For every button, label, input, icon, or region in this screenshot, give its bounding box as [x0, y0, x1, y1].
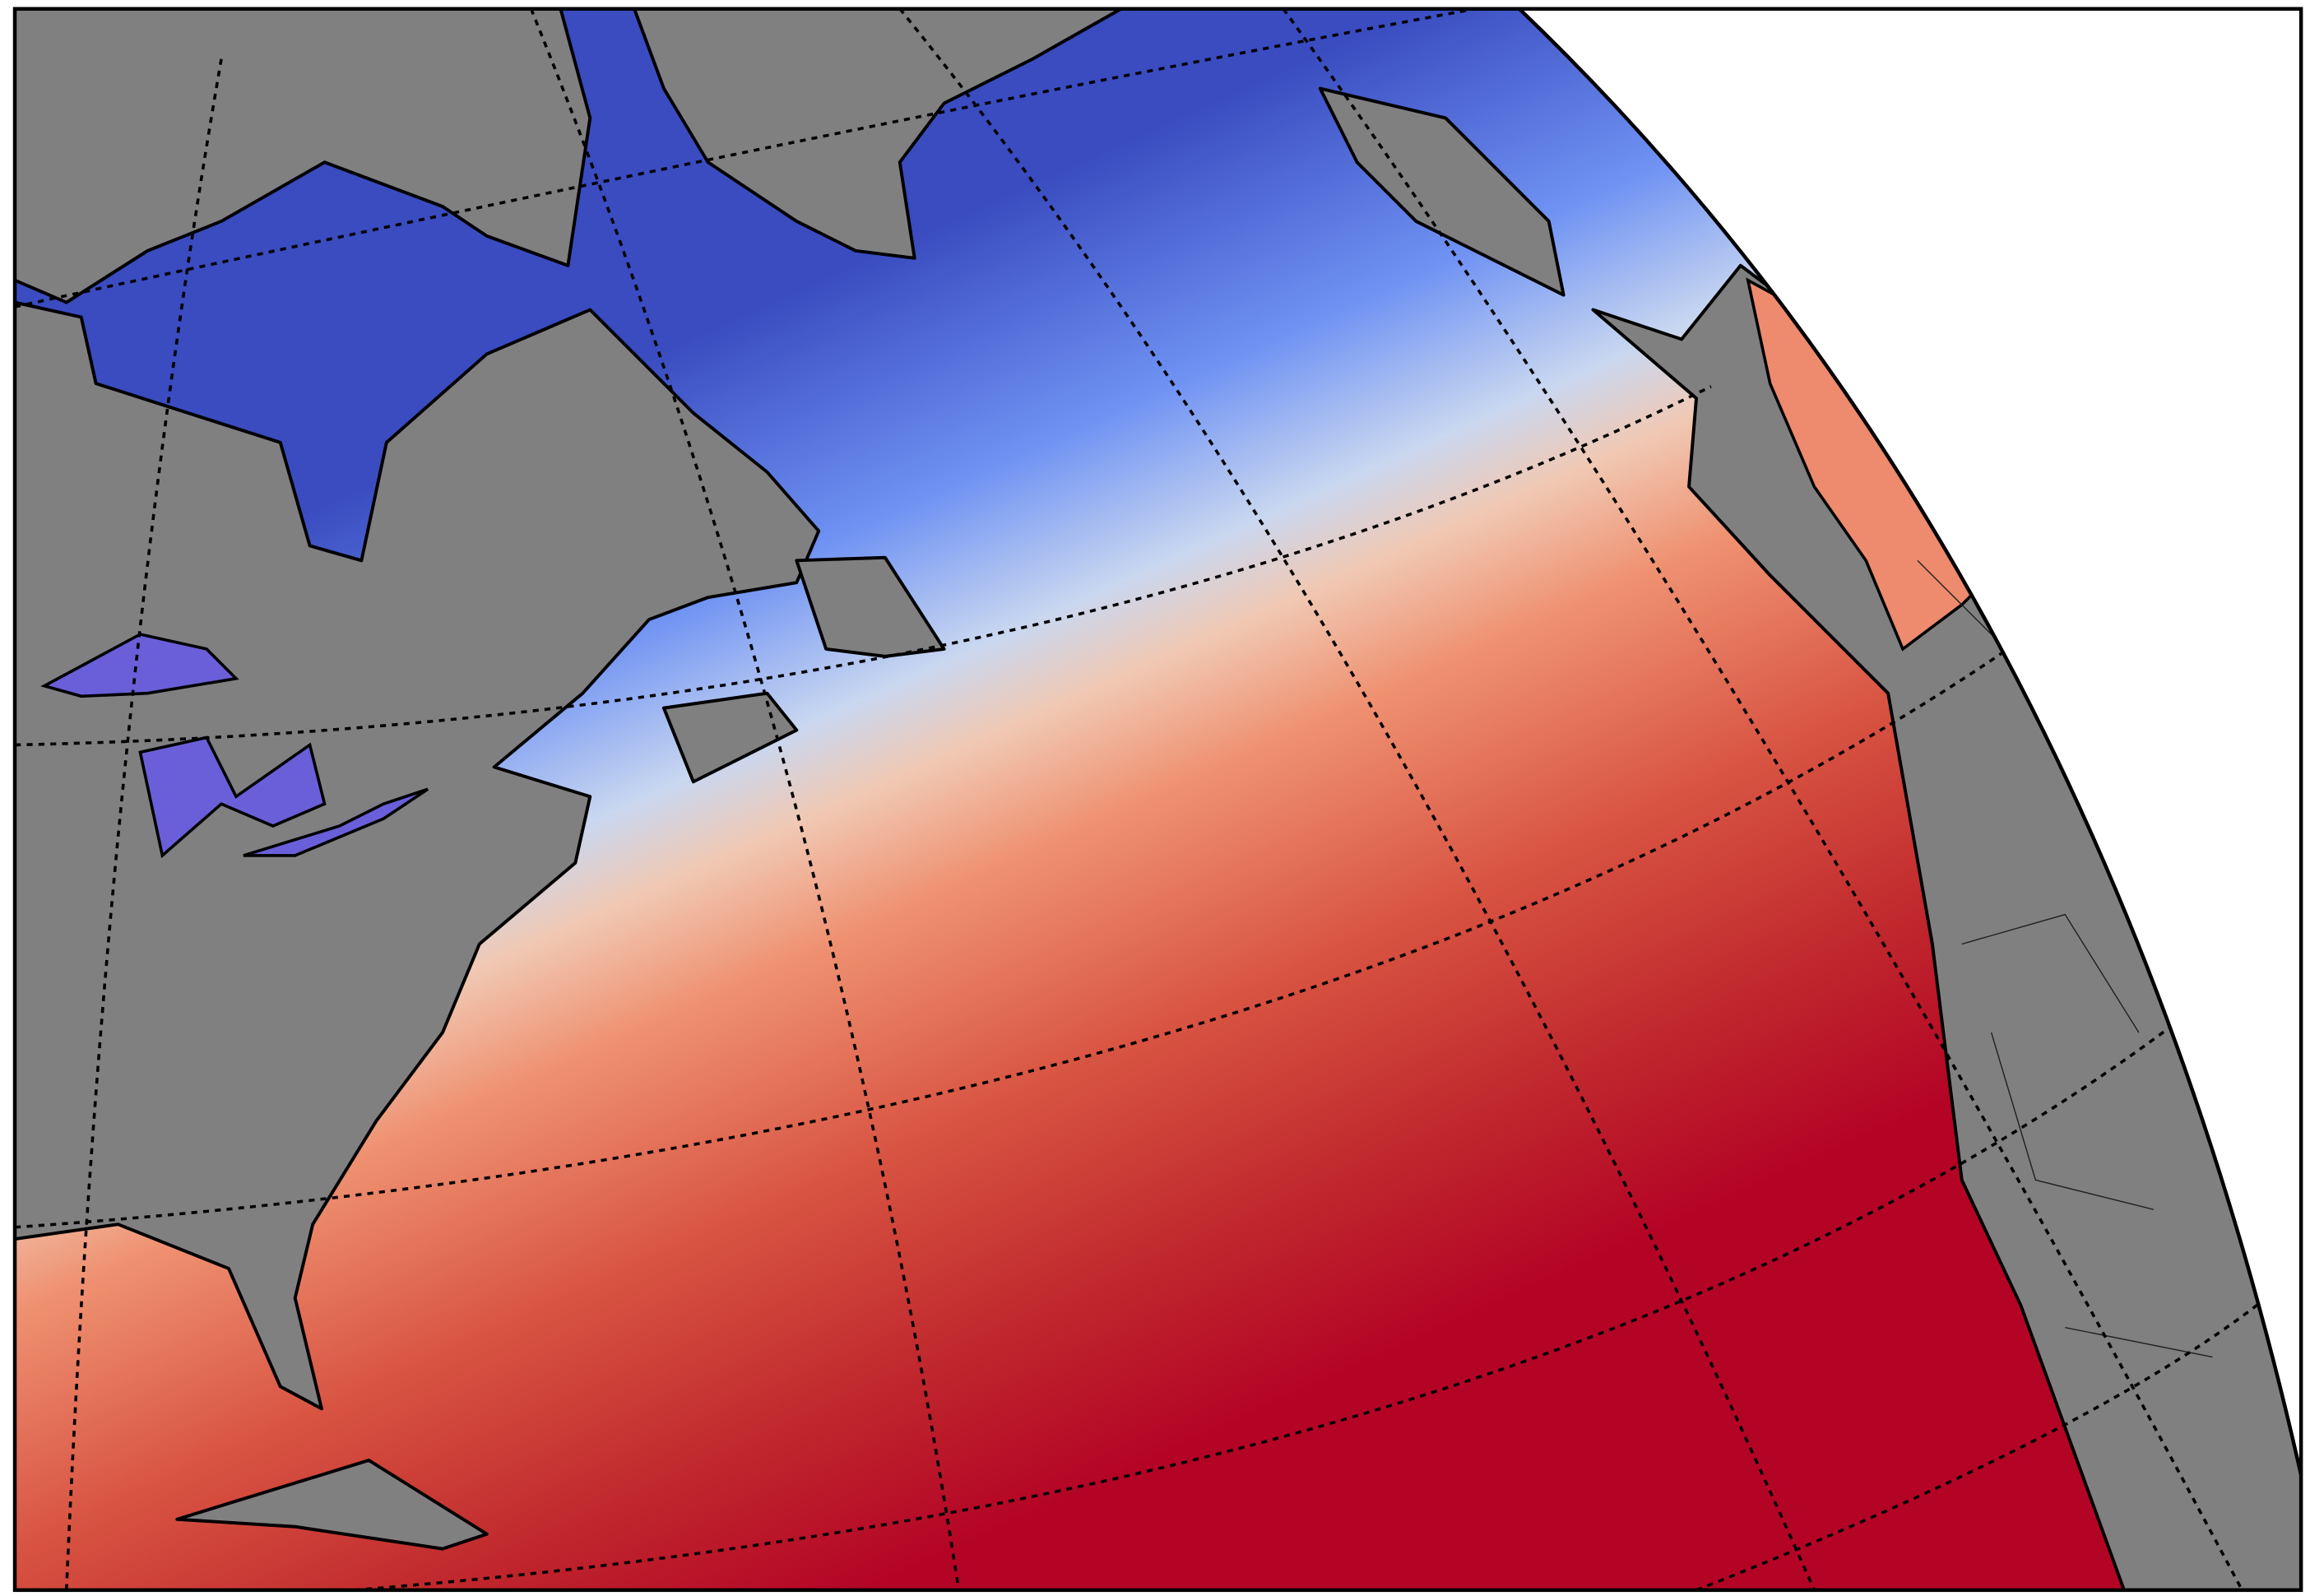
- meridian: [64, 58, 223, 1590]
- parallel: [15, 385, 1712, 747]
- lake-michigan-huron: [138, 735, 327, 859]
- meridian: [529, 8, 961, 1590]
- parallel: [15, 8, 1476, 309]
- newfoundland: [795, 555, 946, 658]
- parallel: [15, 618, 2052, 1229]
- greenland: [633, 8, 1123, 260]
- country-borders: [1917, 559, 2213, 1358]
- meridian: [1282, 8, 2244, 1590]
- frame: [12, 7, 2303, 1593]
- globe-edge: [1518, 7, 2303, 1476]
- north-america: [15, 300, 821, 1411]
- scandinavia: [1318, 86, 1566, 297]
- parallel: [1695, 1267, 2302, 1590]
- nova-scotia: [661, 691, 799, 784]
- lake-erie-ontario: [243, 787, 429, 857]
- canadian-arctic: [15, 8, 592, 304]
- meridian: [898, 8, 1816, 1590]
- cuba: [175, 1459, 489, 1551]
